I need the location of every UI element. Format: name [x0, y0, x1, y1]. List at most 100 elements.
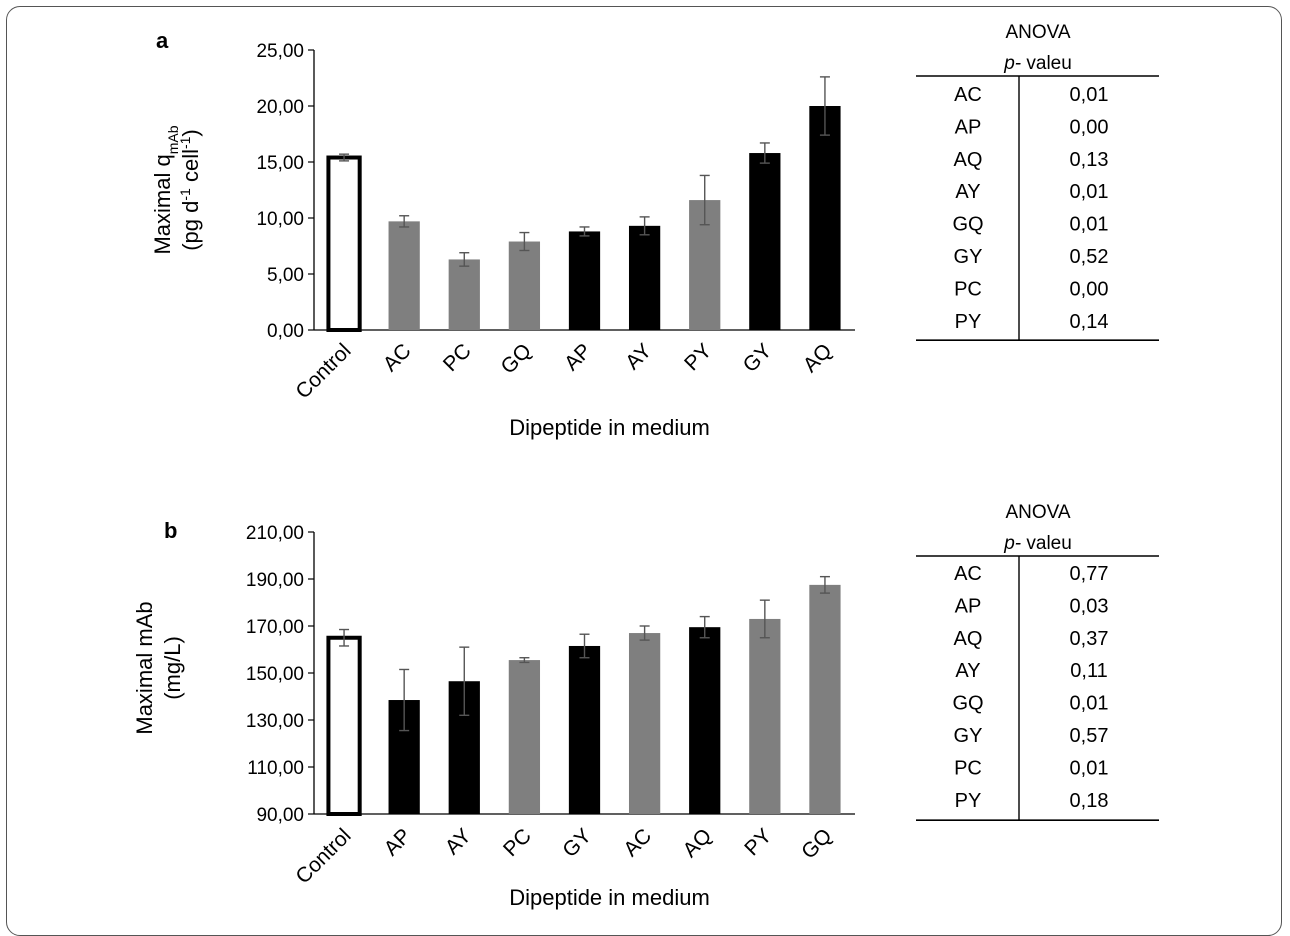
- panel-a-anova-header: ANOVA: [1005, 22, 1070, 43]
- panel-a-error-bar-aq: [819, 76, 830, 136]
- panel-a-error-bar-ay: [639, 216, 650, 236]
- panel-a-anova-row-label: PC: [954, 278, 982, 300]
- panel-a-anova-row: PC 0,00: [954, 278, 1108, 300]
- panel-a-x-category-label: AQ: [799, 339, 837, 377]
- panel-b-bar-aq: [689, 627, 721, 814]
- panel-b-anova-row-label: AP: [955, 595, 982, 617]
- panel-b-bar-gy: [568, 645, 601, 814]
- panel-b-error-bar-aq: [699, 615, 710, 639]
- panel-b-bar-ac: [628, 633, 661, 814]
- panel-a-bar-ay: [628, 225, 661, 330]
- panel-a-anova-row-label: AQ: [954, 149, 983, 171]
- panel-b-y-tick-label: 190,00: [246, 570, 304, 591]
- panel-a-letter: a: [156, 28, 169, 53]
- panel-b-y-tick-label: 130,00: [246, 711, 304, 732]
- panel-a-y-tick-label: 0,00: [267, 321, 304, 342]
- panel-a-anova-row: GQ 0,01: [952, 214, 1108, 236]
- panel-a-anova-row-label: AC: [954, 84, 982, 106]
- panel-a-x-category-label: GQ: [497, 339, 536, 378]
- panel-b-error-bar-ay: [459, 646, 470, 716]
- panel-a-anova-row-value: 0,01: [1070, 181, 1109, 203]
- panel-b-anova-header: ANOVA: [1005, 502, 1070, 523]
- panel-b-x-category-label: AY: [441, 824, 476, 859]
- panel-b-error-bar-control: [339, 628, 350, 647]
- panel-b-x-category-label: PY: [740, 824, 776, 860]
- panel-b-y-axis-title: Maximal mAb: [132, 601, 157, 734]
- panel-b-anova-row-value: 0,57: [1070, 725, 1109, 747]
- panel-b-anova-row-value: 0,01: [1070, 757, 1109, 779]
- panel-a-error-bar-py: [699, 174, 710, 226]
- panel-b-anova-row: GQ 0,01: [952, 693, 1108, 715]
- panel-a-anova-row-label: GQ: [952, 214, 983, 236]
- panel-b-x-category-label: PC: [499, 824, 536, 861]
- panel-a-anova-row-label: AY: [955, 181, 980, 203]
- panel-a-y-axis-unit: (pg d-1 cell-1): [177, 129, 203, 251]
- panel-b-anova-row-label: PC: [954, 757, 982, 779]
- panel-a-x-category-label: GY: [739, 339, 777, 377]
- panel-b-bar-gq: [809, 584, 841, 814]
- panel-b-anova-row-label: AY: [955, 660, 980, 682]
- panel-b-y-tick-label: 170,00: [246, 617, 304, 638]
- panel-b-bar-pc: [508, 660, 541, 814]
- panel-a-error-bar-ap: [579, 226, 590, 237]
- panel-b-y-tick-label: 110,00: [247, 758, 304, 779]
- panel-b-anova-table: ANOVA p- valeu AC 0,77 AP 0,03 AQ 0,37 AY 0,11 GQ 0…: [916, 502, 1159, 822]
- panel-b-anova-row: AC 0,77: [954, 563, 1108, 585]
- panel-b-anova-row: PY 0,18: [955, 790, 1109, 812]
- panel-a-y-tick-label: 15,00: [256, 153, 304, 174]
- panel-b-anova-row-value: 0,01: [1070, 693, 1109, 715]
- panel-b-anova-row: AQ 0,37: [954, 628, 1109, 650]
- panel-a-x-category-label: AC: [379, 339, 416, 376]
- panel-a-bar-ap: [568, 231, 601, 330]
- panel-a-error-bar-pc: [459, 252, 470, 267]
- panel-b-anova-row-value: 0,18: [1070, 790, 1109, 812]
- panel-b-anova-row-value: 0,03: [1070, 595, 1109, 617]
- panel-b-anova-row: AP 0,03: [955, 595, 1109, 617]
- panel-a-anova-row-label: AP: [955, 116, 982, 138]
- panel-a-anova-row: AY 0,01: [955, 181, 1108, 203]
- panel-b-x-category-label: GY: [558, 824, 596, 862]
- panel-b-error-bar-ap: [399, 668, 410, 732]
- panel-a-bar-gq: [508, 241, 541, 330]
- panel-a-anova-row: AP 0,00: [955, 116, 1109, 138]
- panel-b-anova-row-value: 0,37: [1070, 628, 1109, 650]
- panel-b-bar-py: [749, 618, 781, 814]
- panel-b-anova-subheader: p- valeu: [1003, 533, 1072, 554]
- panel-a-x-category-label: Control: [291, 339, 355, 403]
- panel-b-x-category-label: AQ: [679, 824, 717, 862]
- panel-b-anova-row: GY 0,57: [954, 725, 1109, 747]
- panel-b-anova-row-label: GY: [954, 725, 983, 747]
- panel-a-x-category-label: AP: [560, 339, 596, 375]
- panel-b-x-category-label: AC: [619, 824, 656, 861]
- panel-a-y-axis-title: Maximal qmAb: [150, 125, 181, 254]
- panel-a-anova-subheader: p- valeu: [1003, 53, 1072, 74]
- panel-b-error-bar-ac: [639, 625, 650, 641]
- panel-b-anova-row-value: 0,77: [1070, 563, 1109, 585]
- panel-b-chart: b 90,00 110,00 130,00 150,00 170,00 190,00 210,…: [132, 502, 1159, 910]
- panel-a-anova-row: AC 0,01: [954, 84, 1108, 106]
- panel-a-anova-row-value: 0,01: [1070, 84, 1109, 106]
- panel-b-y-axis-unit: (mg/L): [160, 636, 185, 700]
- panel-a-bar-control: [326, 155, 362, 332]
- panel-a-bar-aq: [809, 106, 841, 330]
- panel-a-x-category-label: PY: [680, 339, 716, 375]
- panel-a-bar-ac: [388, 221, 420, 330]
- panel-b-x-category-label: AP: [380, 824, 416, 860]
- panel-a-anova-row-label: PY: [955, 311, 982, 333]
- panel-a-x-axis-title: Dipeptide in medium: [509, 415, 710, 440]
- panel-a-error-bar-control: [339, 153, 350, 162]
- panel-b-anova-row-label: AQ: [954, 628, 983, 650]
- panel-a-anova-row-value: 0,00: [1070, 278, 1109, 300]
- panel-b-y-tick-label: 210,00: [246, 523, 304, 544]
- panel-b-y-tick-label: 150,00: [246, 664, 304, 685]
- panel-a-error-bar-ac: [399, 215, 410, 228]
- panel-b-anova-row-label: PY: [955, 790, 982, 812]
- panel-b-anova-row-value: 0,11: [1070, 660, 1107, 682]
- panel-b-bar-control: [326, 635, 362, 816]
- panel-b-anova-row: PC 0,01: [954, 757, 1108, 779]
- panel-a-y-tick-label: 20,00: [256, 97, 304, 118]
- panel-b-error-bar-gq: [819, 575, 830, 594]
- panel-a-anova-row: AQ 0,13: [954, 149, 1109, 171]
- panel-a-anova-row-value: 0,00: [1070, 116, 1109, 138]
- panel-b-letter: b: [164, 518, 177, 543]
